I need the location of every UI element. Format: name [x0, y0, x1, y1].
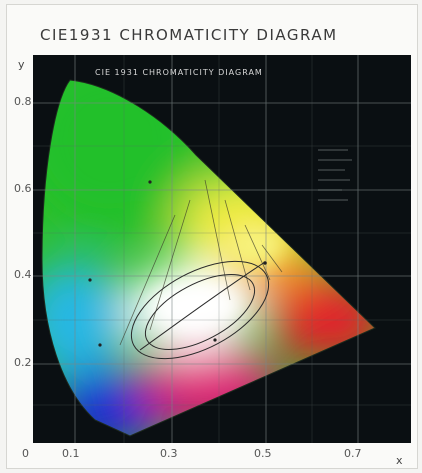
y-axis-label: y: [18, 58, 25, 71]
diagram-subtitle: CIE 1931 CHROMATICITY DIAGRAM: [95, 68, 263, 77]
y-tick-label: 0.4: [14, 268, 32, 281]
x-tick-label: 0: [22, 447, 29, 460]
grid: [33, 55, 411, 443]
x-tick-label: 0.1: [62, 447, 80, 460]
planckian-locus-region: [130, 260, 270, 360]
x-tick-label: 0.3: [160, 447, 178, 460]
spectral-locus-fill: [42, 80, 375, 436]
x-tick-label: 0.7: [344, 447, 362, 460]
diagram-title: CIE1931 CHROMATICITY DIAGRAM: [40, 26, 338, 44]
magenta-region: [140, 340, 280, 430]
y-tick-label: 0.6: [14, 182, 32, 195]
minor-grid: [33, 55, 411, 443]
x-tick-label: 0.5: [254, 447, 272, 460]
legend-sketch: [318, 149, 352, 201]
y-tick-label: 0.2: [14, 356, 32, 369]
spectral-locus-outline: [41, 79, 376, 437]
locus-tick-marks: [88, 180, 267, 347]
y-tick-label: 0.8: [14, 95, 32, 108]
x-axis-label: x: [396, 454, 403, 467]
